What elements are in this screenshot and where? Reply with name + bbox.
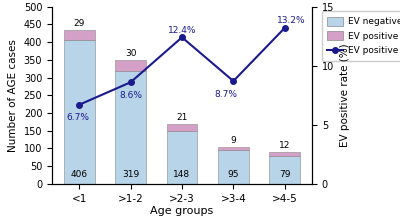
Text: 148: 148 bbox=[174, 170, 190, 179]
Bar bbox=[218, 150, 249, 184]
Text: 29: 29 bbox=[74, 18, 85, 28]
Text: 8.7%: 8.7% bbox=[214, 90, 237, 99]
Bar bbox=[269, 156, 300, 184]
Text: 13.2%: 13.2% bbox=[277, 16, 305, 25]
Text: 6.7%: 6.7% bbox=[67, 113, 90, 122]
Text: 8.6%: 8.6% bbox=[119, 91, 142, 100]
Bar bbox=[166, 131, 198, 184]
Text: 95: 95 bbox=[228, 170, 239, 179]
Text: 12.4%: 12.4% bbox=[168, 26, 196, 35]
Legend: EV negative cases, EV positive cases, EV positive rate: EV negative cases, EV positive cases, EV… bbox=[322, 11, 400, 61]
Bar bbox=[218, 147, 249, 150]
Bar bbox=[115, 60, 146, 71]
Bar bbox=[64, 30, 95, 40]
Text: 319: 319 bbox=[122, 170, 139, 179]
Text: 12: 12 bbox=[279, 141, 290, 150]
Bar bbox=[115, 71, 146, 184]
Bar bbox=[166, 124, 198, 131]
Bar bbox=[64, 40, 95, 184]
Text: 9: 9 bbox=[230, 136, 236, 145]
Text: 21: 21 bbox=[176, 113, 188, 122]
Text: 30: 30 bbox=[125, 49, 136, 58]
Y-axis label: EV positive rate (%): EV positive rate (%) bbox=[340, 43, 350, 147]
Text: 406: 406 bbox=[71, 170, 88, 179]
Bar bbox=[269, 152, 300, 156]
X-axis label: Age groups: Age groups bbox=[150, 207, 214, 216]
Text: 79: 79 bbox=[279, 170, 290, 179]
Y-axis label: Number of AGE cases: Number of AGE cases bbox=[8, 39, 18, 152]
